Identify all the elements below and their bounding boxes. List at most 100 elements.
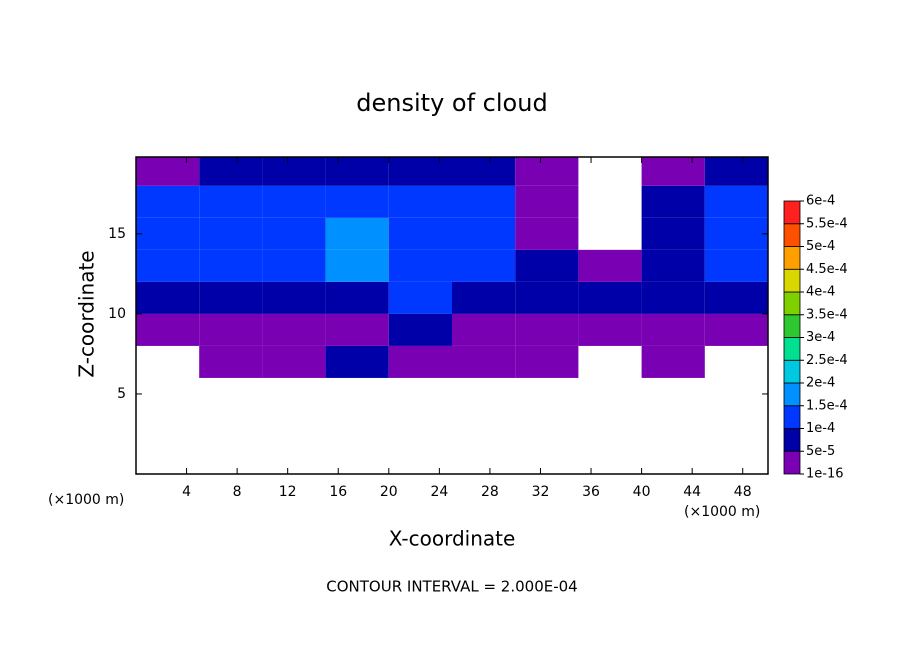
field-cell [515,217,579,250]
x-tick-label: 48 [734,484,752,500]
field-cell [388,157,452,186]
field-cell [515,249,579,282]
colorbar-box [783,337,801,361]
y-unit-label: (×1000 m) [48,492,124,508]
colorbar-label: 5e-4 [806,239,835,254]
colorbar-box [783,359,801,384]
field-cell [452,345,516,378]
x-tick-label: 44 [683,484,701,500]
x-tick-label: 24 [430,484,448,500]
field-cell [578,281,642,314]
field-cell [452,185,516,218]
field-cell [452,217,516,250]
field-cell [199,157,263,186]
field-cell [199,185,263,218]
field-cell [388,249,452,282]
colorbar-box [783,314,801,338]
colorbar-label: 1e-4 [806,421,835,436]
colorbar-label: 1e-16 [806,467,844,482]
field-cell [136,313,200,346]
x-axis-label: X-coordinate [389,527,516,551]
colorbar-label: 3e-4 [806,330,835,345]
colorbar-box [783,268,801,293]
x-tick-label: 28 [481,484,499,500]
colorbar-box [783,428,801,452]
field-cell [262,217,326,250]
field-cell [325,345,389,378]
x-unit-label: (×1000 m) [684,504,760,520]
colorbar-box [783,246,801,270]
field-cell [136,281,200,314]
field-cell [452,249,516,282]
field-cell [641,281,705,314]
y-tick-label: 10 [108,306,126,322]
field-cell [704,249,768,282]
field-cell [325,217,389,250]
colorbar-box [783,382,801,407]
field-cell [704,157,768,186]
field-cell [325,281,389,314]
colorbar-label: 5e-5 [806,444,835,459]
field-cell [388,281,452,314]
colorbar-label: 6e-4 [806,194,835,209]
field-cell [262,345,326,378]
x-tick-label: 8 [233,484,242,500]
field-cell [641,217,705,250]
field-cell [262,185,326,218]
field-cell [515,281,579,314]
field-cell [262,281,326,314]
field-cell [136,217,200,250]
field-cell [199,313,263,346]
contour-note: CONTOUR INTERVAL = 2.000E-04 [326,578,577,596]
field-cell [262,313,326,346]
plot-frame [135,156,769,475]
field-cell [704,217,768,250]
field-cell [515,345,579,378]
field-cell [388,345,452,378]
field-cell [325,249,389,282]
field [136,157,768,378]
x-tick-label: 12 [279,484,297,500]
field-cell [325,313,389,346]
x-tick-label: 40 [633,484,651,500]
colorbar-label: 2e-4 [806,376,835,391]
field-cell [325,157,389,186]
field-cell [136,185,200,218]
field-cell [452,157,516,186]
field-cell [641,185,705,218]
colorbar-label: 5.5e-4 [806,216,848,231]
field-cell [515,313,579,346]
x-tick-label: 4 [182,484,191,500]
field-cell [641,157,705,186]
field-cell [388,185,452,218]
chart-title: density of cloud [356,89,547,117]
field-cell [199,249,263,282]
field-cell [578,313,642,346]
field-cell [641,345,705,378]
colorbar-label: 4e-4 [806,285,835,300]
field-cell [704,281,768,314]
x-tick-label: 36 [582,484,600,500]
field-cell [388,313,452,346]
x-tick-label: 20 [380,484,398,500]
field-cell [452,281,516,314]
y-tick-label: 15 [108,226,126,242]
colorbar-box [783,200,801,225]
y-tick-label: 5 [117,386,126,402]
field-cell [136,157,200,186]
colorbar-label: 2.5e-4 [806,353,848,368]
colorbar-box [783,223,801,247]
field-cell [452,313,516,346]
field-cell [388,217,452,250]
field-cell [515,185,579,218]
field-cell [199,281,263,314]
field-cell [262,157,326,186]
field-cell [136,249,200,282]
field-cell [704,313,768,346]
field-cell [641,313,705,346]
colorbar-label: 1.5e-4 [806,398,848,413]
field-cell [199,217,263,250]
colorbar-label: 3.5e-4 [806,307,848,322]
x-tick-label: 16 [329,484,347,500]
